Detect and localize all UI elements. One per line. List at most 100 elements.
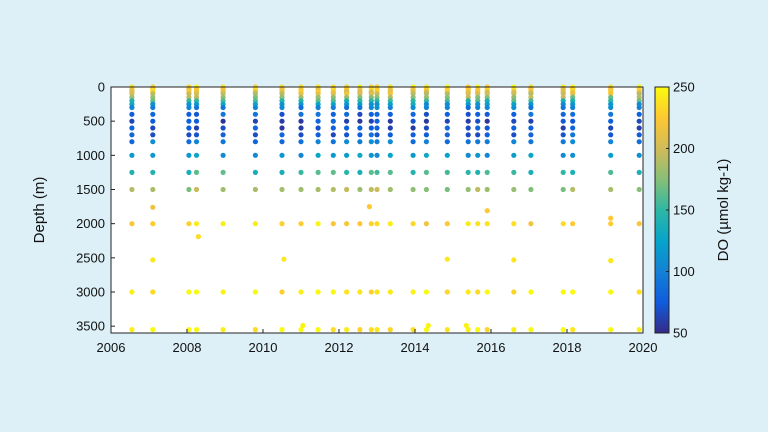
data-point (279, 289, 285, 295)
y-tick-label: 0 (98, 80, 105, 95)
data-point (220, 125, 226, 131)
data-point (315, 152, 321, 158)
data-point (150, 111, 156, 117)
data-point (636, 125, 642, 131)
data-point (636, 186, 642, 193)
data-point (387, 139, 393, 145)
data-point (484, 111, 490, 117)
data-point (444, 111, 450, 117)
data-point (387, 327, 393, 333)
data-point (608, 221, 614, 227)
data-point (636, 169, 642, 175)
data-point (528, 327, 534, 333)
data-point (298, 118, 304, 124)
data-point (281, 256, 287, 262)
data-point (129, 186, 135, 193)
data-point (465, 169, 471, 175)
data-point (410, 186, 416, 193)
data-point (374, 169, 380, 175)
data-point (368, 186, 374, 193)
data-point (220, 169, 226, 175)
data-point (252, 289, 258, 295)
data-point (570, 125, 576, 131)
data-point (560, 289, 566, 295)
data-point (608, 111, 614, 117)
data-point (279, 132, 285, 138)
data-point (330, 186, 336, 193)
data-point (330, 104, 336, 111)
data-point (252, 118, 258, 124)
data-point (357, 118, 363, 124)
data-point (374, 111, 380, 117)
data-point (475, 289, 481, 295)
data-point (357, 289, 363, 295)
data-point (357, 104, 363, 111)
data-point (511, 139, 517, 145)
data-point (330, 139, 336, 145)
y-tick-label: 500 (83, 114, 105, 129)
data-point (186, 289, 192, 295)
data-point (636, 111, 642, 117)
data-point (279, 104, 285, 111)
data-point (608, 139, 614, 145)
data-point (608, 258, 614, 264)
data-point (465, 289, 471, 295)
data-point (444, 118, 450, 124)
data-point (570, 111, 576, 117)
data-point (570, 169, 576, 175)
data-point (220, 327, 226, 333)
data-point (357, 132, 363, 138)
data-point (129, 125, 135, 131)
data-point (465, 186, 471, 193)
data-point (608, 152, 614, 158)
data-point (423, 132, 429, 138)
data-point (193, 289, 200, 295)
data-point (484, 132, 490, 138)
data-point (444, 289, 450, 295)
data-point (511, 104, 517, 111)
data-point (150, 132, 156, 138)
y-tick-label: 3500 (76, 319, 105, 334)
data-point (298, 139, 304, 145)
data-point (475, 221, 481, 227)
data-point (129, 139, 135, 145)
data-point (528, 152, 534, 158)
data-point (560, 111, 566, 117)
data-point (150, 118, 156, 124)
x-tick-label: 2018 (553, 340, 582, 355)
data-point (279, 139, 285, 145)
data-point (387, 152, 393, 158)
data-point (129, 152, 135, 158)
data-point (465, 111, 471, 117)
data-point (298, 221, 304, 227)
data-point (570, 132, 576, 138)
data-point (570, 118, 576, 124)
data-point (425, 322, 431, 329)
data-point (636, 118, 642, 124)
data-point (423, 327, 429, 333)
plot-frame (110, 86, 644, 334)
data-point (368, 289, 374, 295)
data-point (528, 169, 534, 175)
data-point (186, 125, 192, 131)
data-point (344, 104, 350, 111)
data-point (368, 139, 374, 145)
data-point (298, 125, 304, 131)
data-point (279, 125, 285, 131)
data-point (344, 118, 350, 124)
data-point (608, 169, 614, 175)
data-point (410, 118, 416, 124)
data-point (387, 289, 393, 295)
data-point (444, 152, 450, 158)
data-point (150, 104, 156, 111)
data-point (423, 139, 429, 145)
data-point (560, 186, 566, 193)
data-point (387, 111, 393, 117)
data-point (344, 132, 350, 138)
data-point (220, 111, 226, 117)
data-point (560, 125, 566, 131)
data-point (484, 208, 490, 214)
data-point (193, 221, 200, 227)
data-point (150, 169, 156, 175)
data-point (344, 221, 350, 227)
